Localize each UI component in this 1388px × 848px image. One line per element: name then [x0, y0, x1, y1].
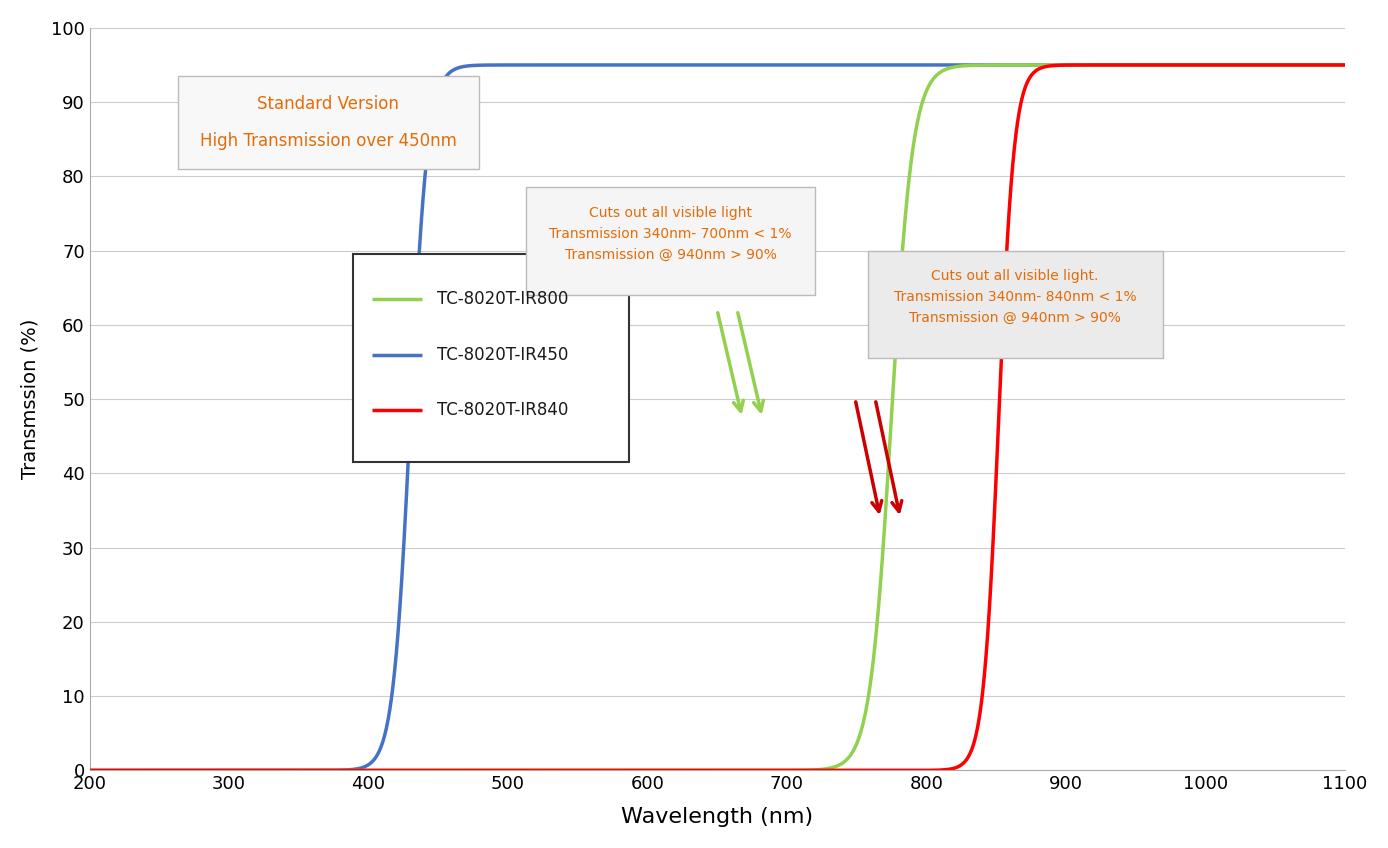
Text: Standard Version: Standard Version	[257, 95, 398, 113]
Text: Cuts out all visible light.
Transmission 340nm- 840nm < 1%
Transmission @ 940nm : Cuts out all visible light. Transmission…	[894, 270, 1137, 325]
FancyBboxPatch shape	[868, 251, 1163, 359]
FancyBboxPatch shape	[526, 187, 815, 295]
Text: TC-8020T-IR840: TC-8020T-IR840	[437, 401, 569, 419]
Y-axis label: Transmssion (%): Transmssion (%)	[21, 319, 40, 479]
FancyBboxPatch shape	[178, 76, 479, 169]
Text: TC-8020T-IR800: TC-8020T-IR800	[437, 290, 569, 308]
FancyBboxPatch shape	[353, 254, 629, 462]
Text: High Transmission over 450nm: High Transmission over 450nm	[200, 132, 457, 150]
X-axis label: Wavelength (nm): Wavelength (nm)	[620, 807, 813, 827]
Text: TC-8020T-IR450: TC-8020T-IR450	[437, 346, 569, 364]
Text: Cuts out all visible light
Transmission 340nm- 700nm < 1%
Transmission @ 940nm >: Cuts out all visible light Transmission …	[550, 206, 793, 261]
